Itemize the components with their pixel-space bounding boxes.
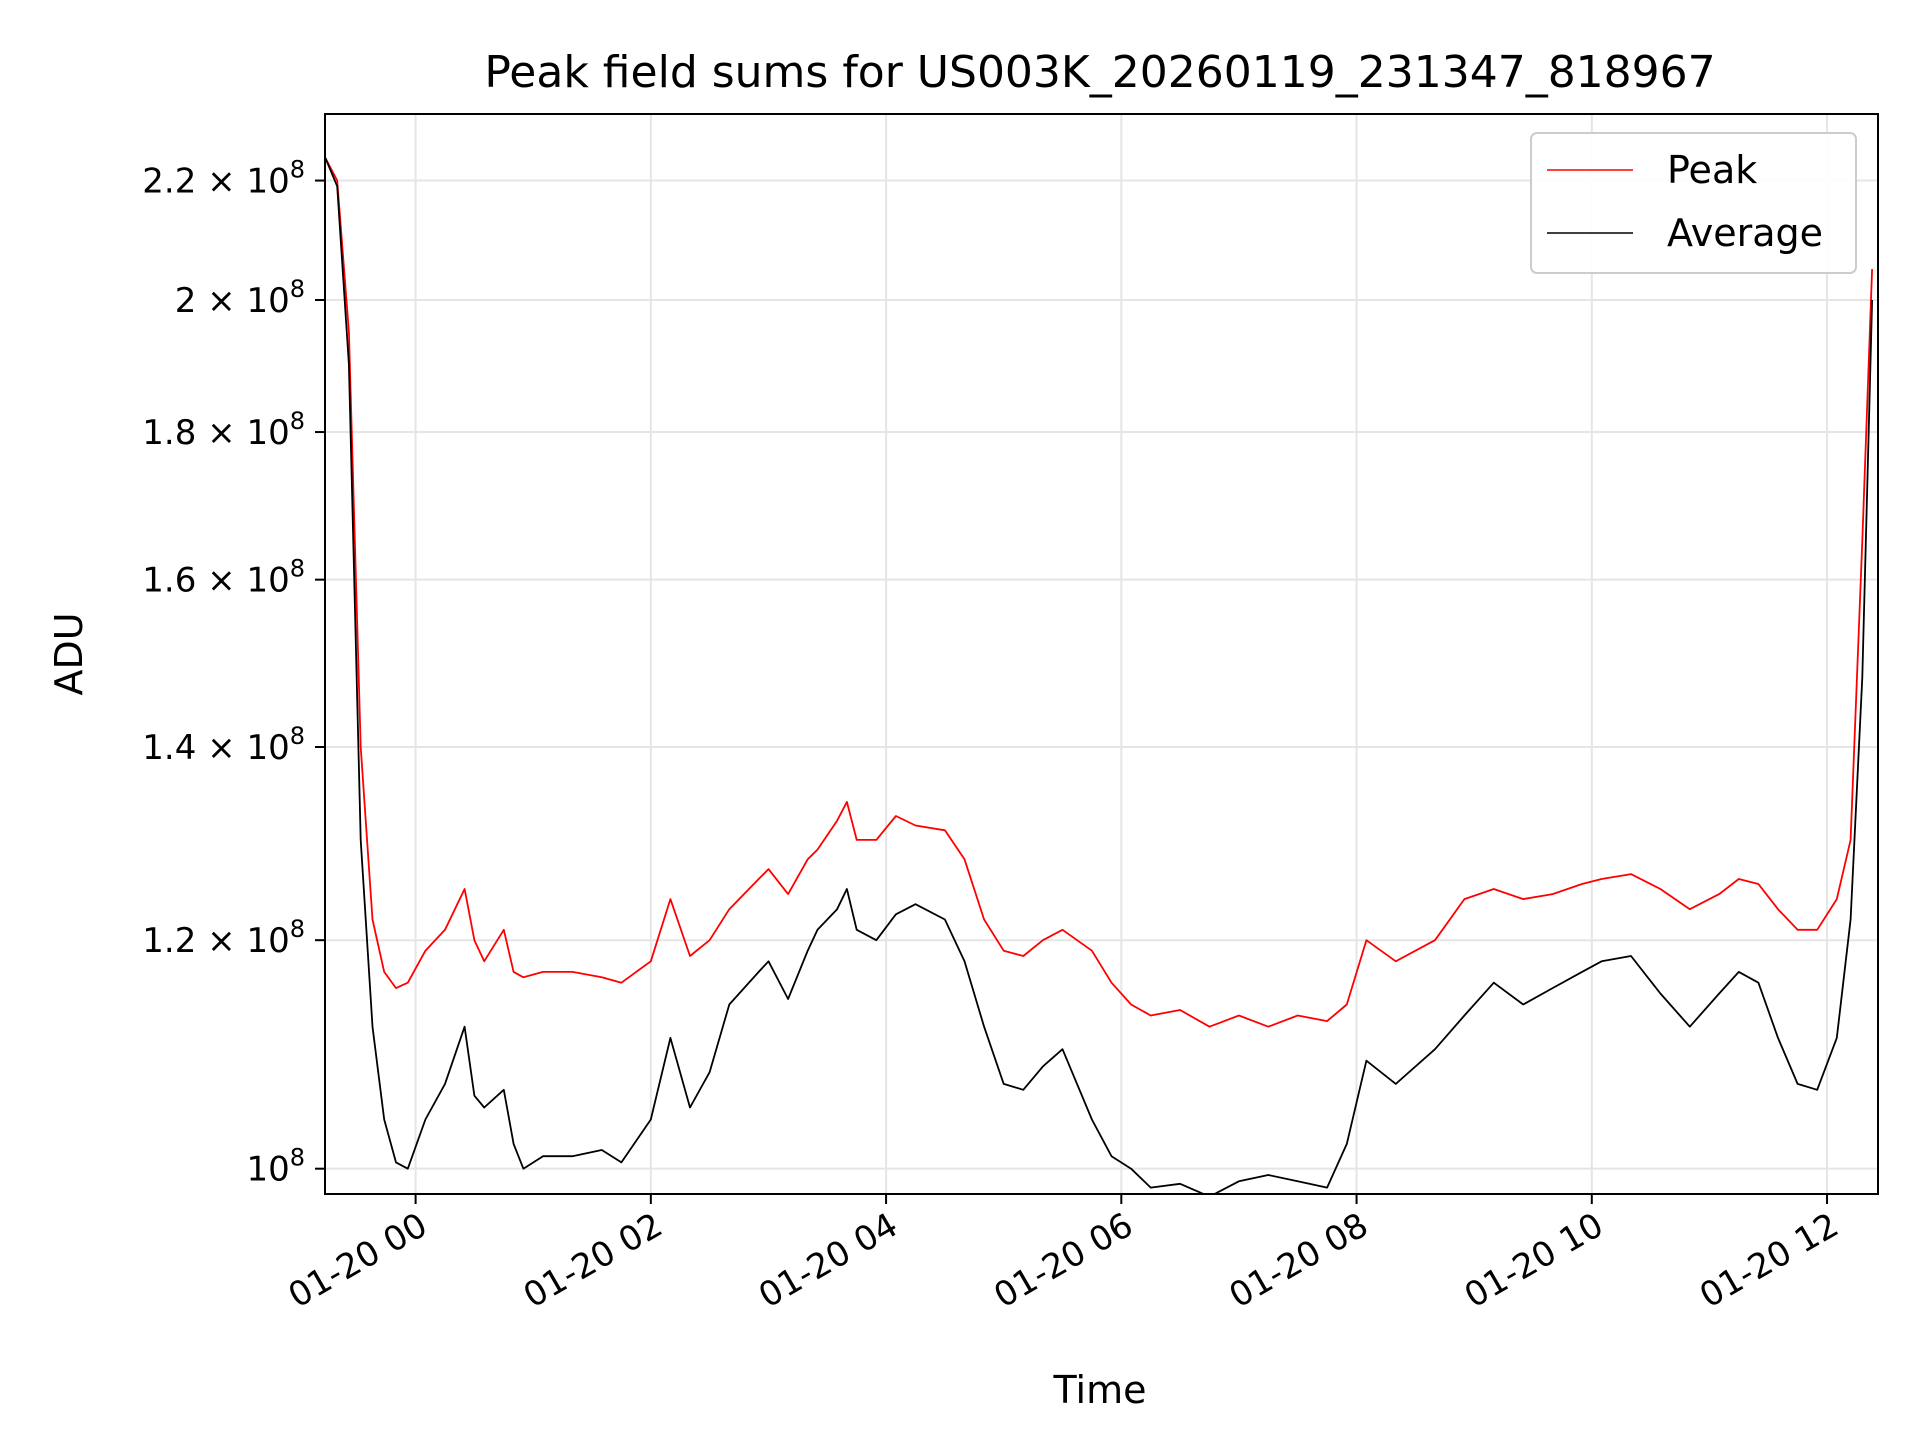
series-line-average [325, 157, 1873, 1194]
y-tick-label: 1.4 × 108 [142, 722, 305, 768]
y-axis-ticks: 108 1.2 × 108 1.4 × 108 1.6 × 108 1.8 × 108 2… [142, 156, 325, 1190]
legend: Peak Average [1530, 132, 1857, 274]
y-tick-label: 2.2 × 108 [142, 156, 305, 202]
legend-average-label: Average [1667, 211, 1823, 255]
chart-title: Peak field sums for US003K_20260119_2313… [484, 47, 1715, 98]
legend-peak-label: Peak [1667, 148, 1757, 192]
y-tick-label: 1.6 × 108 [142, 555, 305, 601]
legend-box [1530, 132, 1857, 274]
series-lines [325, 157, 1873, 1194]
y-tick-label: 108 [246, 1144, 305, 1190]
y-tick-label: 1.8 × 108 [142, 407, 305, 453]
x-axis-label: Time [1053, 1368, 1147, 1412]
y-axis-label: ADU [47, 612, 91, 695]
y-tick-label: 1.2 × 108 [142, 915, 305, 961]
grid [325, 114, 1878, 1194]
y-tick-label: 2 × 108 [175, 275, 305, 321]
series-line-peak [325, 157, 1873, 1028]
plot-frame [324, 113, 1879, 1195]
